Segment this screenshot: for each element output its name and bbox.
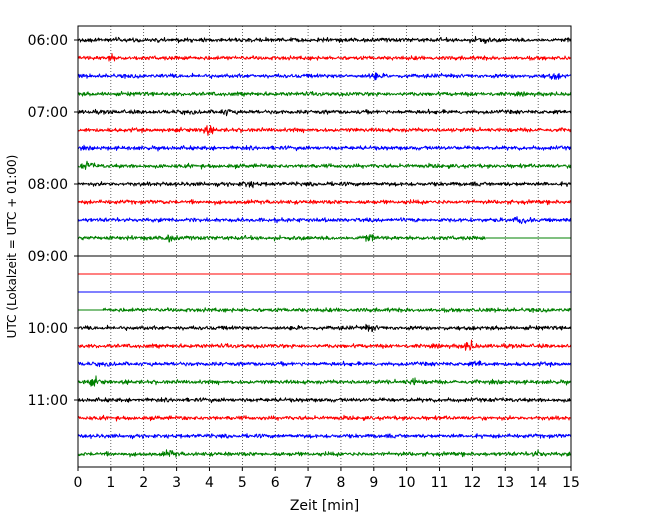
trace-0700 [77, 108, 572, 117]
x-tick-label-6: 6 [271, 475, 280, 491]
trace-0745 [77, 160, 572, 170]
x-tick-label-4: 4 [205, 475, 214, 491]
seismic-traces [77, 35, 572, 458]
x-tick-label-9: 9 [369, 475, 378, 491]
y-tick-label-0900: 09:00 [28, 249, 68, 265]
x-tick-label-5: 5 [238, 475, 247, 491]
x-tick-label-15: 15 [562, 475, 580, 491]
trace-1030 [77, 360, 572, 368]
trace-0715 [77, 125, 572, 136]
trace-0845 [77, 233, 486, 243]
trace-0730 [77, 144, 572, 152]
y-tick-label-0600: 06:00 [28, 33, 68, 49]
trace-0615 [77, 53, 572, 62]
trace-0645 [77, 90, 572, 97]
x-tick-label-14: 14 [529, 475, 547, 491]
x-tick-label-8: 8 [336, 475, 345, 491]
x-tick-label-0: 0 [74, 475, 83, 491]
trace-1045 [77, 375, 572, 387]
y-tick-label-1100: 11:00 [28, 393, 68, 409]
trace-0600 [77, 35, 572, 45]
x-axis-label: Zeit [min] [290, 498, 359, 514]
y-tick-label-1000: 10:00 [28, 321, 68, 337]
x-tick-label-11: 11 [431, 475, 449, 491]
trace-0815 [77, 199, 572, 206]
trace-1000 [77, 323, 572, 333]
trace-0630 [77, 72, 572, 81]
y-tick-label-0700: 07:00 [28, 105, 68, 121]
x-tick-label-10: 10 [398, 475, 416, 491]
x-tick-label-3: 3 [172, 475, 181, 491]
trace-1145 [77, 449, 572, 458]
x-tick-label-2: 2 [139, 475, 148, 491]
trace-1100 [77, 397, 572, 404]
x-tick-label-7: 7 [304, 475, 313, 491]
y-tick-label-0800: 08:00 [28, 177, 68, 193]
trace-0945 [102, 307, 572, 313]
trace-1130 [77, 433, 572, 440]
x-tick-label-12: 12 [463, 475, 481, 491]
axis-ticks: 0 1 2 3 4 5 6 7 8 9 10 11 12 13 14 1506:0007:0008:0009:… [28, 33, 580, 491]
trace-0800 [77, 181, 572, 189]
x-tick-label-1: 1 [106, 475, 115, 491]
x-tick-label-13: 13 [496, 475, 514, 491]
y-axis-label: UTC (Lokalzeit = UTC + 01:00) [5, 155, 19, 339]
plot-frame [77, 25, 572, 468]
trace-1115 [77, 414, 572, 422]
trace-1015 [77, 339, 572, 351]
trace-0830 [77, 216, 572, 225]
